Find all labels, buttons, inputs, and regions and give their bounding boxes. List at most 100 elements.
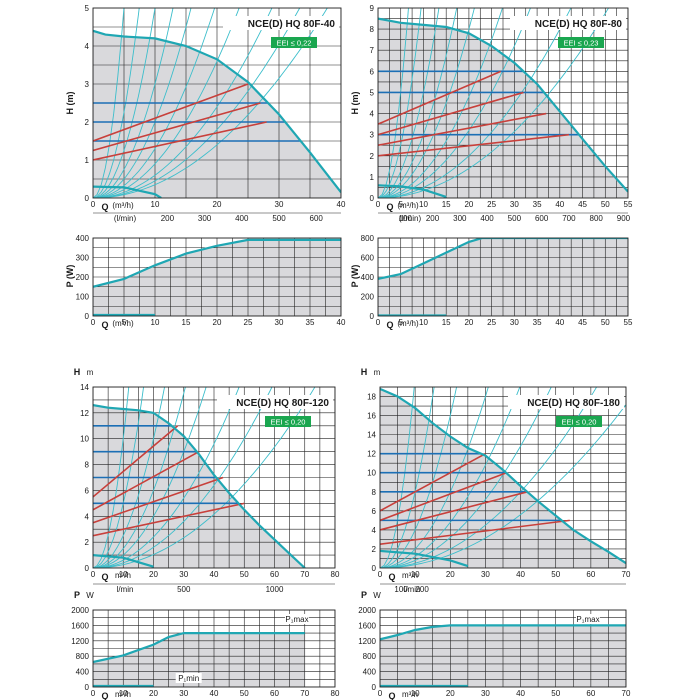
system-curve bbox=[93, 387, 186, 568]
x-tick-label: 40 bbox=[210, 570, 219, 579]
x-tick-label: 35 bbox=[533, 200, 542, 209]
proportional-pressure-line bbox=[93, 476, 224, 524]
y-tick-label: 400 bbox=[76, 668, 90, 677]
eei-label: EEI ≤ 0,22 bbox=[277, 39, 312, 48]
eei-badge bbox=[556, 416, 602, 427]
y-tick-label: 200 bbox=[361, 293, 375, 302]
y-tick-label: 800 bbox=[361, 234, 375, 243]
x-tick-label: 0 bbox=[376, 200, 381, 209]
plot-area bbox=[93, 238, 341, 316]
x-tick-label: 70 bbox=[300, 689, 309, 698]
plot-frame bbox=[379, 609, 627, 688]
chart-4-head-panel: 0 2 4 6 8 10 12 14 16 18 0 10 20 30 40 50 60 70 H m Q m³/h l/m… bbox=[361, 367, 631, 594]
chart-3-power-panel: 0 400 800 1200 1600 2000 0 10 20 30 40 50 60 70 80 P W Q m… bbox=[71, 590, 340, 700]
chart-1-power-panel: 0 100 200 300 400 0 5 10 15 20 25 30 35 40 P (W) Q (m³/h… bbox=[65, 234, 346, 330]
system-curve bbox=[93, 8, 192, 198]
proportional-pressure-line bbox=[380, 519, 570, 545]
y-tick-label: 2000 bbox=[71, 606, 89, 615]
x-tick-label: 60 bbox=[270, 570, 279, 579]
x-tick-label: 60 bbox=[586, 570, 595, 579]
system-curve bbox=[93, 387, 207, 568]
chart-title: NCE(D) HQ 80F-180 bbox=[527, 398, 620, 409]
lmin-tick-label: 500 bbox=[508, 214, 522, 223]
x-tick-label: 0 bbox=[376, 318, 381, 327]
x-tick-label: 20 bbox=[149, 570, 158, 579]
lmin-tick-label: 300 bbox=[198, 214, 212, 223]
system-curve bbox=[93, 8, 216, 198]
y-axis-label: H (m) bbox=[350, 92, 360, 115]
system-curve bbox=[380, 387, 521, 568]
y-tick-label: 0 bbox=[85, 683, 90, 692]
min-curve bbox=[93, 185, 162, 198]
x-tick-label: 20 bbox=[149, 689, 158, 698]
y-tick-label: 6 bbox=[85, 486, 90, 495]
x-tick-label: 5 bbox=[399, 318, 404, 327]
system-curve bbox=[93, 8, 156, 198]
x-axis-label: Q bbox=[386, 320, 393, 330]
y-tick-label: 14 bbox=[80, 383, 89, 392]
proportional-pressure-line bbox=[380, 452, 486, 512]
x-tick-label: 70 bbox=[622, 689, 631, 698]
eei-badge bbox=[265, 416, 311, 427]
x-tick-label: 25 bbox=[244, 318, 253, 327]
y-tick-label: 18 bbox=[367, 393, 376, 402]
y-axis-label: H (m) bbox=[65, 92, 75, 115]
plot-area bbox=[378, 238, 628, 316]
lmin-tick-label: 900 bbox=[617, 214, 631, 223]
y-tick-label: 6 bbox=[372, 507, 377, 516]
x-tick-label: 40 bbox=[337, 200, 346, 209]
y-tick-label: 3 bbox=[370, 131, 375, 140]
y-tick-label: 300 bbox=[76, 254, 90, 263]
proportional-pressure-line bbox=[380, 471, 507, 522]
x-tick-label: 15 bbox=[442, 200, 451, 209]
x-tick-label: 30 bbox=[275, 200, 284, 209]
chart-1-head-panel: 0 1 2 3 4 5 0 10 20 30 40 H (m) Q (m³/h) (l/min) 200 300… bbox=[65, 4, 346, 223]
y-tick-label: 8 bbox=[372, 488, 377, 497]
min-curve bbox=[93, 554, 154, 568]
x-tick-label: 10 bbox=[119, 570, 128, 579]
y-tick-label: 800 bbox=[363, 652, 377, 661]
y-tick-label: 2 bbox=[370, 152, 375, 161]
lmin-axis-label: l/min bbox=[117, 585, 134, 594]
plot-frame bbox=[92, 7, 342, 199]
pmin-label: P₁min bbox=[178, 674, 199, 683]
y-axis-label: H bbox=[74, 367, 81, 377]
lmin-tick-label: 500 bbox=[177, 585, 191, 594]
y-tick-label: 800 bbox=[76, 652, 90, 661]
system-curve bbox=[378, 8, 503, 198]
x-tick-label: 50 bbox=[601, 200, 610, 209]
y-tick-label: 2 bbox=[85, 118, 90, 127]
max-curve bbox=[378, 238, 628, 280]
x-tick-label: 40 bbox=[516, 570, 525, 579]
proportional-pressure-line bbox=[378, 112, 547, 147]
x-tick-label: 10 bbox=[419, 318, 428, 327]
system-curve bbox=[93, 8, 140, 198]
system-curve bbox=[378, 8, 440, 198]
x-tick-label: 30 bbox=[481, 570, 490, 579]
x-tick-label: 20 bbox=[446, 570, 455, 579]
lmin-tick-label: 400 bbox=[480, 214, 494, 223]
system-curve bbox=[380, 387, 489, 568]
chart-title: NCE(D) HQ 80F-80 bbox=[535, 19, 623, 30]
lmin-tick-label: 800 bbox=[590, 214, 604, 223]
x-tick-label: 45 bbox=[578, 318, 587, 327]
x-tick-label: 60 bbox=[270, 689, 279, 698]
lmin-tick-label: 600 bbox=[535, 214, 549, 223]
y-tick-label: 12 bbox=[367, 450, 376, 459]
lmin-tick-label: 100 bbox=[394, 585, 408, 594]
x-tick-label: 0 bbox=[378, 689, 383, 698]
eei-badge bbox=[558, 37, 604, 48]
system-curve bbox=[93, 387, 166, 568]
x-axis-label: Q bbox=[101, 691, 108, 700]
eei-label: EEI ≤ 0,20 bbox=[271, 418, 306, 427]
y-tick-label: 600 bbox=[361, 254, 375, 263]
system-curve bbox=[93, 387, 240, 568]
y-axis-label: P bbox=[361, 590, 367, 600]
x-tick-label: 55 bbox=[624, 318, 633, 327]
x-tick-label: 10 bbox=[411, 689, 420, 698]
y-tick-label: 0 bbox=[85, 194, 90, 203]
y-tick-label: 16 bbox=[367, 412, 376, 421]
plot-frame bbox=[92, 237, 342, 317]
y-tick-label: 7 bbox=[370, 46, 375, 55]
y-axis-label: P (W) bbox=[65, 265, 75, 288]
